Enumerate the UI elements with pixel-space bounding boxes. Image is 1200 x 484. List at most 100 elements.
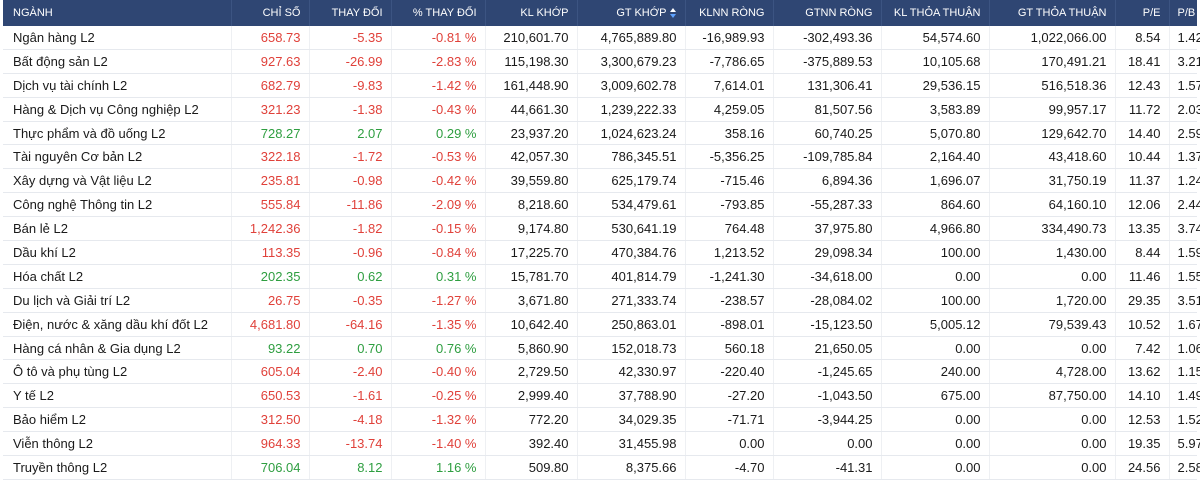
cell-gt-khop: 530,641.19 xyxy=(577,216,686,242)
table-row[interactable]: Công nghệ Thông tin L2 555.84 -11.86 -2.09 … xyxy=(3,192,1200,218)
cell-nganh[interactable]: Hàng & Dịch vụ Công nghiệp L2 xyxy=(3,97,232,122)
cell-kl-thoa-thuan: 1,696.07 xyxy=(881,168,990,194)
cell-pct-thay-doi: -0.40 % xyxy=(391,359,486,385)
table-row[interactable]: Bất động sản L2 927.63 -26.99 -2.83 % 115,19… xyxy=(3,49,1200,74)
cell-klnn-rong: 1,213.52 xyxy=(685,240,774,265)
cell-nganh[interactable]: Bảo hiểm L2 xyxy=(3,407,232,433)
cell-pe: 11.72 xyxy=(1115,97,1170,122)
cell-chi-so: 312.50 xyxy=(231,407,310,433)
cell-nganh[interactable]: Viễn thông L2 xyxy=(3,431,232,457)
col-header-pct-thay-doi[interactable]: % THAY ĐỔI xyxy=(391,0,486,26)
cell-klnn-rong: 560.18 xyxy=(685,336,774,361)
col-header-nganh[interactable]: NGÀNH xyxy=(3,0,232,26)
cell-gtnn-rong: -1,043.50 xyxy=(773,383,882,409)
cell-gtnn-rong: -15,123.50 xyxy=(773,312,882,337)
cell-nganh[interactable]: Thực phẩm và đồ uống L2 xyxy=(3,121,232,146)
cell-klnn-rong: -4.70 xyxy=(685,455,774,480)
table-row[interactable]: Bán lẻ L2 1,242.36 -1.82 -0.15 % 9,174.80 530… xyxy=(3,216,1200,242)
table-row[interactable]: Dầu khí L2 113.35 -0.96 -0.84 % 17,225.70 470… xyxy=(3,240,1200,265)
cell-thay-doi: -0.35 xyxy=(309,288,392,313)
cell-pb: 1.57 xyxy=(1169,73,1200,98)
cell-nganh[interactable]: Y tế L2 xyxy=(3,383,232,409)
col-header-gt-khop[interactable]: GT KHỚP xyxy=(577,0,686,26)
cell-pb: 5.97 xyxy=(1169,431,1200,457)
cell-pb: 2.44 xyxy=(1169,192,1200,218)
cell-chi-so: 927.63 xyxy=(231,49,310,74)
cell-gt-khop: 31,455.98 xyxy=(577,431,686,457)
cell-pct-thay-doi: -1.40 % xyxy=(391,431,486,457)
cell-chi-so: 706.04 xyxy=(231,455,310,480)
col-header-klnn-rong[interactable]: KLNN RÒNG xyxy=(685,0,774,26)
cell-gtnn-rong: -55,287.33 xyxy=(773,192,882,218)
table-row[interactable]: Du lịch và Giải trí L2 26.75 -0.35 -1.27 % 3… xyxy=(3,288,1200,313)
cell-nganh[interactable]: Dầu khí L2 xyxy=(3,240,232,265)
cell-kl-thoa-thuan: 864.60 xyxy=(881,192,990,218)
cell-klnn-rong: -16,989.93 xyxy=(685,26,774,50)
cell-klnn-rong: 4,259.05 xyxy=(685,97,774,122)
table-row[interactable]: Viễn thông L2 964.33 -13.74 -1.40 % 392.40 31… xyxy=(3,431,1200,457)
cell-gt-khop: 470,384.76 xyxy=(577,240,686,265)
col-header-pb[interactable]: P/B xyxy=(1169,0,1197,26)
cell-nganh[interactable]: Bất động sản L2 xyxy=(3,49,232,74)
cell-thay-doi: -0.96 xyxy=(309,240,392,265)
cell-nganh[interactable]: Du lịch và Giải trí L2 xyxy=(3,288,232,313)
cell-klnn-rong: -715.46 xyxy=(685,168,774,194)
cell-nganh[interactable]: Dịch vụ tài chính L2 xyxy=(3,73,232,98)
cell-chi-so: 26.75 xyxy=(231,288,310,313)
table-row[interactable]: Dịch vụ tài chính L2 682.79 -9.83 -1.42 % 16… xyxy=(3,73,1200,98)
cell-kl-khop: 5,860.90 xyxy=(485,336,578,361)
cell-nganh[interactable]: Truyền thông L2 xyxy=(3,455,232,480)
cell-kl-thoa-thuan: 0.00 xyxy=(881,455,990,480)
table-row[interactable]: Truyền thông L2 706.04 8.12 1.16 % 509.80 8,3… xyxy=(3,455,1200,480)
cell-nganh[interactable]: Ô tô và phụ tùng L2 xyxy=(3,359,232,385)
cell-kl-thoa-thuan: 5,005.12 xyxy=(881,312,990,337)
table-row[interactable]: Bảo hiểm L2 312.50 -4.18 -1.32 % 772.20 34,02… xyxy=(3,407,1200,433)
col-header-kl-thoa-thuan[interactable]: KL THỎA THUẬN xyxy=(881,0,990,26)
cell-nganh[interactable]: Hàng cá nhân & Gia dụng L2 xyxy=(3,336,232,361)
table-row[interactable]: Ngân hàng L2 658.73 -5.35 -0.81 % 210,601.70… xyxy=(3,26,1200,50)
cell-nganh[interactable]: Ngân hàng L2 xyxy=(3,26,232,50)
cell-gtnn-rong: 81,507.56 xyxy=(773,97,882,122)
cell-gt-khop: 625,179.74 xyxy=(577,168,686,194)
cell-klnn-rong: -7,786.65 xyxy=(685,49,774,74)
cell-klnn-rong: -27.20 xyxy=(685,383,774,409)
table-row[interactable]: Điện, nước & xăng dầu khí đốt L2 4,681.80… xyxy=(3,312,1200,337)
cell-gt-khop: 534,479.61 xyxy=(577,192,686,218)
table-row[interactable]: Hàng cá nhân & Gia dụng L2 93.22 0.70 0.76 … xyxy=(3,336,1200,361)
cell-klnn-rong: 358.16 xyxy=(685,121,774,146)
col-header-chi-so[interactable]: CHỈ SỐ xyxy=(231,0,310,26)
cell-nganh[interactable]: Công nghệ Thông tin L2 xyxy=(3,192,232,218)
cell-nganh[interactable]: Điện, nước & xăng dầu khí đốt L2 xyxy=(3,312,232,337)
table-row[interactable]: Tài nguyên Cơ bản L2 322.18 -1.72 -0.53 % 42… xyxy=(3,144,1200,170)
cell-gt-thoa-thuan: 31,750.19 xyxy=(989,168,1116,194)
cell-pct-thay-doi: -0.43 % xyxy=(391,97,486,122)
cell-nganh[interactable]: Xây dựng và Vật liệu L2 xyxy=(3,168,232,194)
table-row[interactable]: Xây dựng và Vật liệu L2 235.81 -0.98 -0.42 … xyxy=(3,168,1200,194)
table-row[interactable]: Y tế L2 650.53 -1.61 -0.25 % 2,999.40 37,788.… xyxy=(3,383,1200,409)
cell-pct-thay-doi: -0.15 % xyxy=(391,216,486,242)
cell-thay-doi: -4.18 xyxy=(309,407,392,433)
cell-pe: 14.40 xyxy=(1115,121,1170,146)
col-header-thay-doi[interactable]: THAY ĐỔI xyxy=(309,0,392,26)
cell-pe: 7.42 xyxy=(1115,336,1170,361)
cell-gt-thoa-thuan: 43,418.60 xyxy=(989,144,1116,170)
col-header-gtnn-rong[interactable]: GTNN RÒNG xyxy=(773,0,882,26)
cell-chi-so: 682.79 xyxy=(231,73,310,98)
table-row[interactable]: Hóa chất L2 202.35 0.62 0.31 % 15,781.70 401,… xyxy=(3,264,1200,289)
cell-nganh[interactable]: Hóa chất L2 xyxy=(3,264,232,289)
cell-klnn-rong: -238.57 xyxy=(685,288,774,313)
cell-nganh[interactable]: Tài nguyên Cơ bản L2 xyxy=(3,144,232,170)
cell-kl-thoa-thuan: 675.00 xyxy=(881,383,990,409)
cell-gt-khop: 152,018.73 xyxy=(577,336,686,361)
col-header-pe[interactable]: P/E xyxy=(1115,0,1170,26)
table-row[interactable]: Hàng & Dịch vụ Công nghiệp L2 321.23 -1.38… xyxy=(3,97,1200,122)
sort-icon[interactable] xyxy=(669,8,677,19)
cell-kl-thoa-thuan: 2,164.40 xyxy=(881,144,990,170)
col-header-kl-khop[interactable]: KL KHỚP xyxy=(485,0,578,26)
col-header-gt-thoa-thuan[interactable]: GT THỎA THUẬN xyxy=(989,0,1116,26)
table-row[interactable]: Thực phẩm và đồ uống L2 728.27 2.07 0.29 % 2… xyxy=(3,121,1200,146)
table-row[interactable]: Ô tô và phụ tùng L2 605.04 -2.40 -0.40 % 2,7… xyxy=(3,359,1200,385)
cell-kl-thoa-thuan: 0.00 xyxy=(881,431,990,457)
cell-nganh[interactable]: Bán lẻ L2 xyxy=(3,216,232,242)
